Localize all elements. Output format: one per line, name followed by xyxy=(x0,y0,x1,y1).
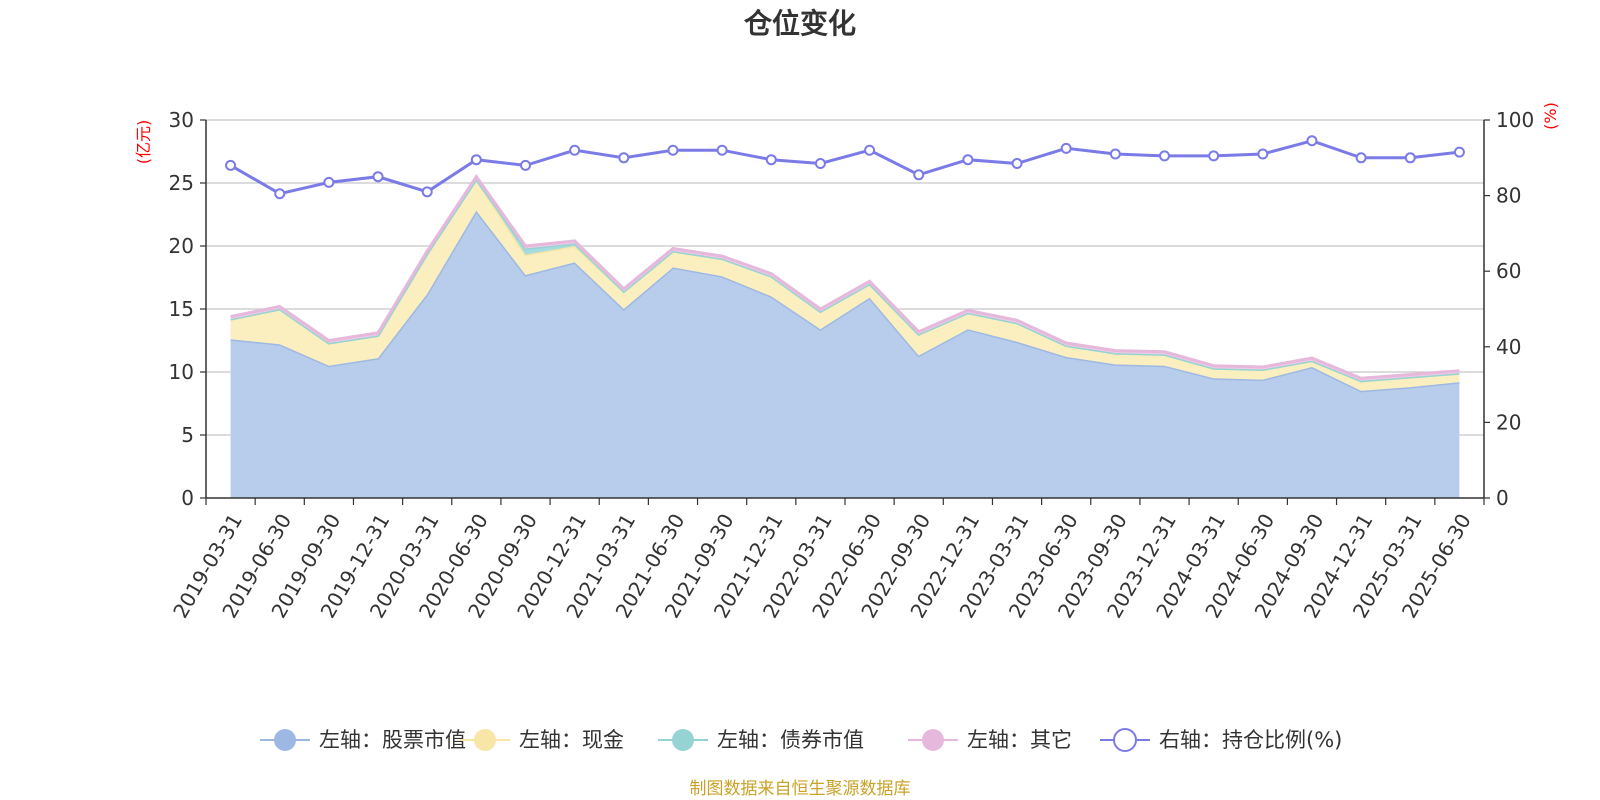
left-axis-tick-label: 0 xyxy=(181,486,194,510)
legend-label: 右轴：持仓比例(%) xyxy=(1159,728,1342,752)
right-axis-tick-label: 40 xyxy=(1496,335,1521,359)
ratio-point xyxy=(962,154,974,166)
ratio-point xyxy=(1208,150,1220,162)
right-axis-tick-label: 80 xyxy=(1496,184,1521,208)
left-axis-tick-label: 20 xyxy=(169,234,194,258)
ratio-point xyxy=(765,154,777,166)
stacked-areas xyxy=(230,174,1460,498)
ratio-point xyxy=(913,169,925,181)
ratio-point xyxy=(323,176,335,188)
legend-label: 左轴：其它 xyxy=(967,728,1072,752)
ratio-point xyxy=(1453,146,1465,158)
ratio-point xyxy=(1257,148,1269,160)
legend-label: 左轴：股票市值 xyxy=(319,728,466,752)
left-axis-tick-label: 10 xyxy=(169,360,194,384)
ratio-point xyxy=(667,144,679,156)
position-ratio-line xyxy=(225,135,1465,200)
right-axis-tick-label: 20 xyxy=(1496,410,1521,434)
legend-marker xyxy=(922,729,944,751)
legend-marker xyxy=(474,729,496,751)
left-axis-tick-label: 15 xyxy=(169,297,194,321)
legend-item: 左轴：现金 xyxy=(460,728,624,752)
area-0 xyxy=(230,210,1460,498)
right-axis-tick-label: 100 xyxy=(1496,108,1534,132)
ratio-point xyxy=(421,186,433,198)
ratio-point xyxy=(1109,148,1121,160)
ratio-point xyxy=(1404,152,1416,164)
chart-title: 仓位变化 xyxy=(744,7,856,40)
ratio-point xyxy=(1011,157,1023,169)
ratio-point xyxy=(569,144,581,156)
ratio-point xyxy=(618,152,630,164)
ratio-point xyxy=(274,188,286,200)
ratio-point xyxy=(520,159,531,171)
legend-label: 左轴：现金 xyxy=(519,728,624,752)
legend-marker xyxy=(672,729,694,751)
ratio-point xyxy=(1355,152,1367,164)
right-axis-tick-label: 0 xyxy=(1496,486,1509,510)
ratio-point xyxy=(372,171,384,183)
legend-item: 右轴：持仓比例(%) xyxy=(1100,728,1342,752)
ratio-point xyxy=(225,159,237,171)
left-axis-unit: (亿元) xyxy=(134,120,153,165)
legend-label: 左轴：债券市值 xyxy=(717,728,864,752)
area-line-3 xyxy=(230,174,1460,380)
legend: 左轴：股票市值 左轴：现金 左轴：债券市值 左轴：其它 右轴：持仓比例(%) xyxy=(260,728,1342,752)
data-source-note: 制图数据来自恒生聚源数据库 xyxy=(690,779,911,799)
legend-marker xyxy=(274,729,296,751)
right-axis-unit: (%) xyxy=(1541,102,1560,130)
legend-item: 左轴：债券市值 xyxy=(658,728,864,752)
ratio-point xyxy=(1159,150,1170,162)
legend-item: 左轴：股票市值 xyxy=(260,728,466,752)
ratio-point xyxy=(1306,135,1318,147)
ratio-point xyxy=(716,144,728,156)
left-axis-tick-label: 25 xyxy=(169,171,194,195)
left-axis-tick-label: 5 xyxy=(181,423,194,447)
ratio-line xyxy=(229,139,1460,196)
legend-item: 左轴：其它 xyxy=(908,728,1072,752)
left-axis-tick-label: 30 xyxy=(169,108,194,132)
ratio-point xyxy=(864,144,876,156)
legend-marker xyxy=(1113,728,1137,752)
right-axis-tick-label: 60 xyxy=(1496,259,1521,283)
ratio-point xyxy=(814,157,826,169)
ratio-point xyxy=(470,154,482,166)
ratio-point xyxy=(1060,142,1072,154)
